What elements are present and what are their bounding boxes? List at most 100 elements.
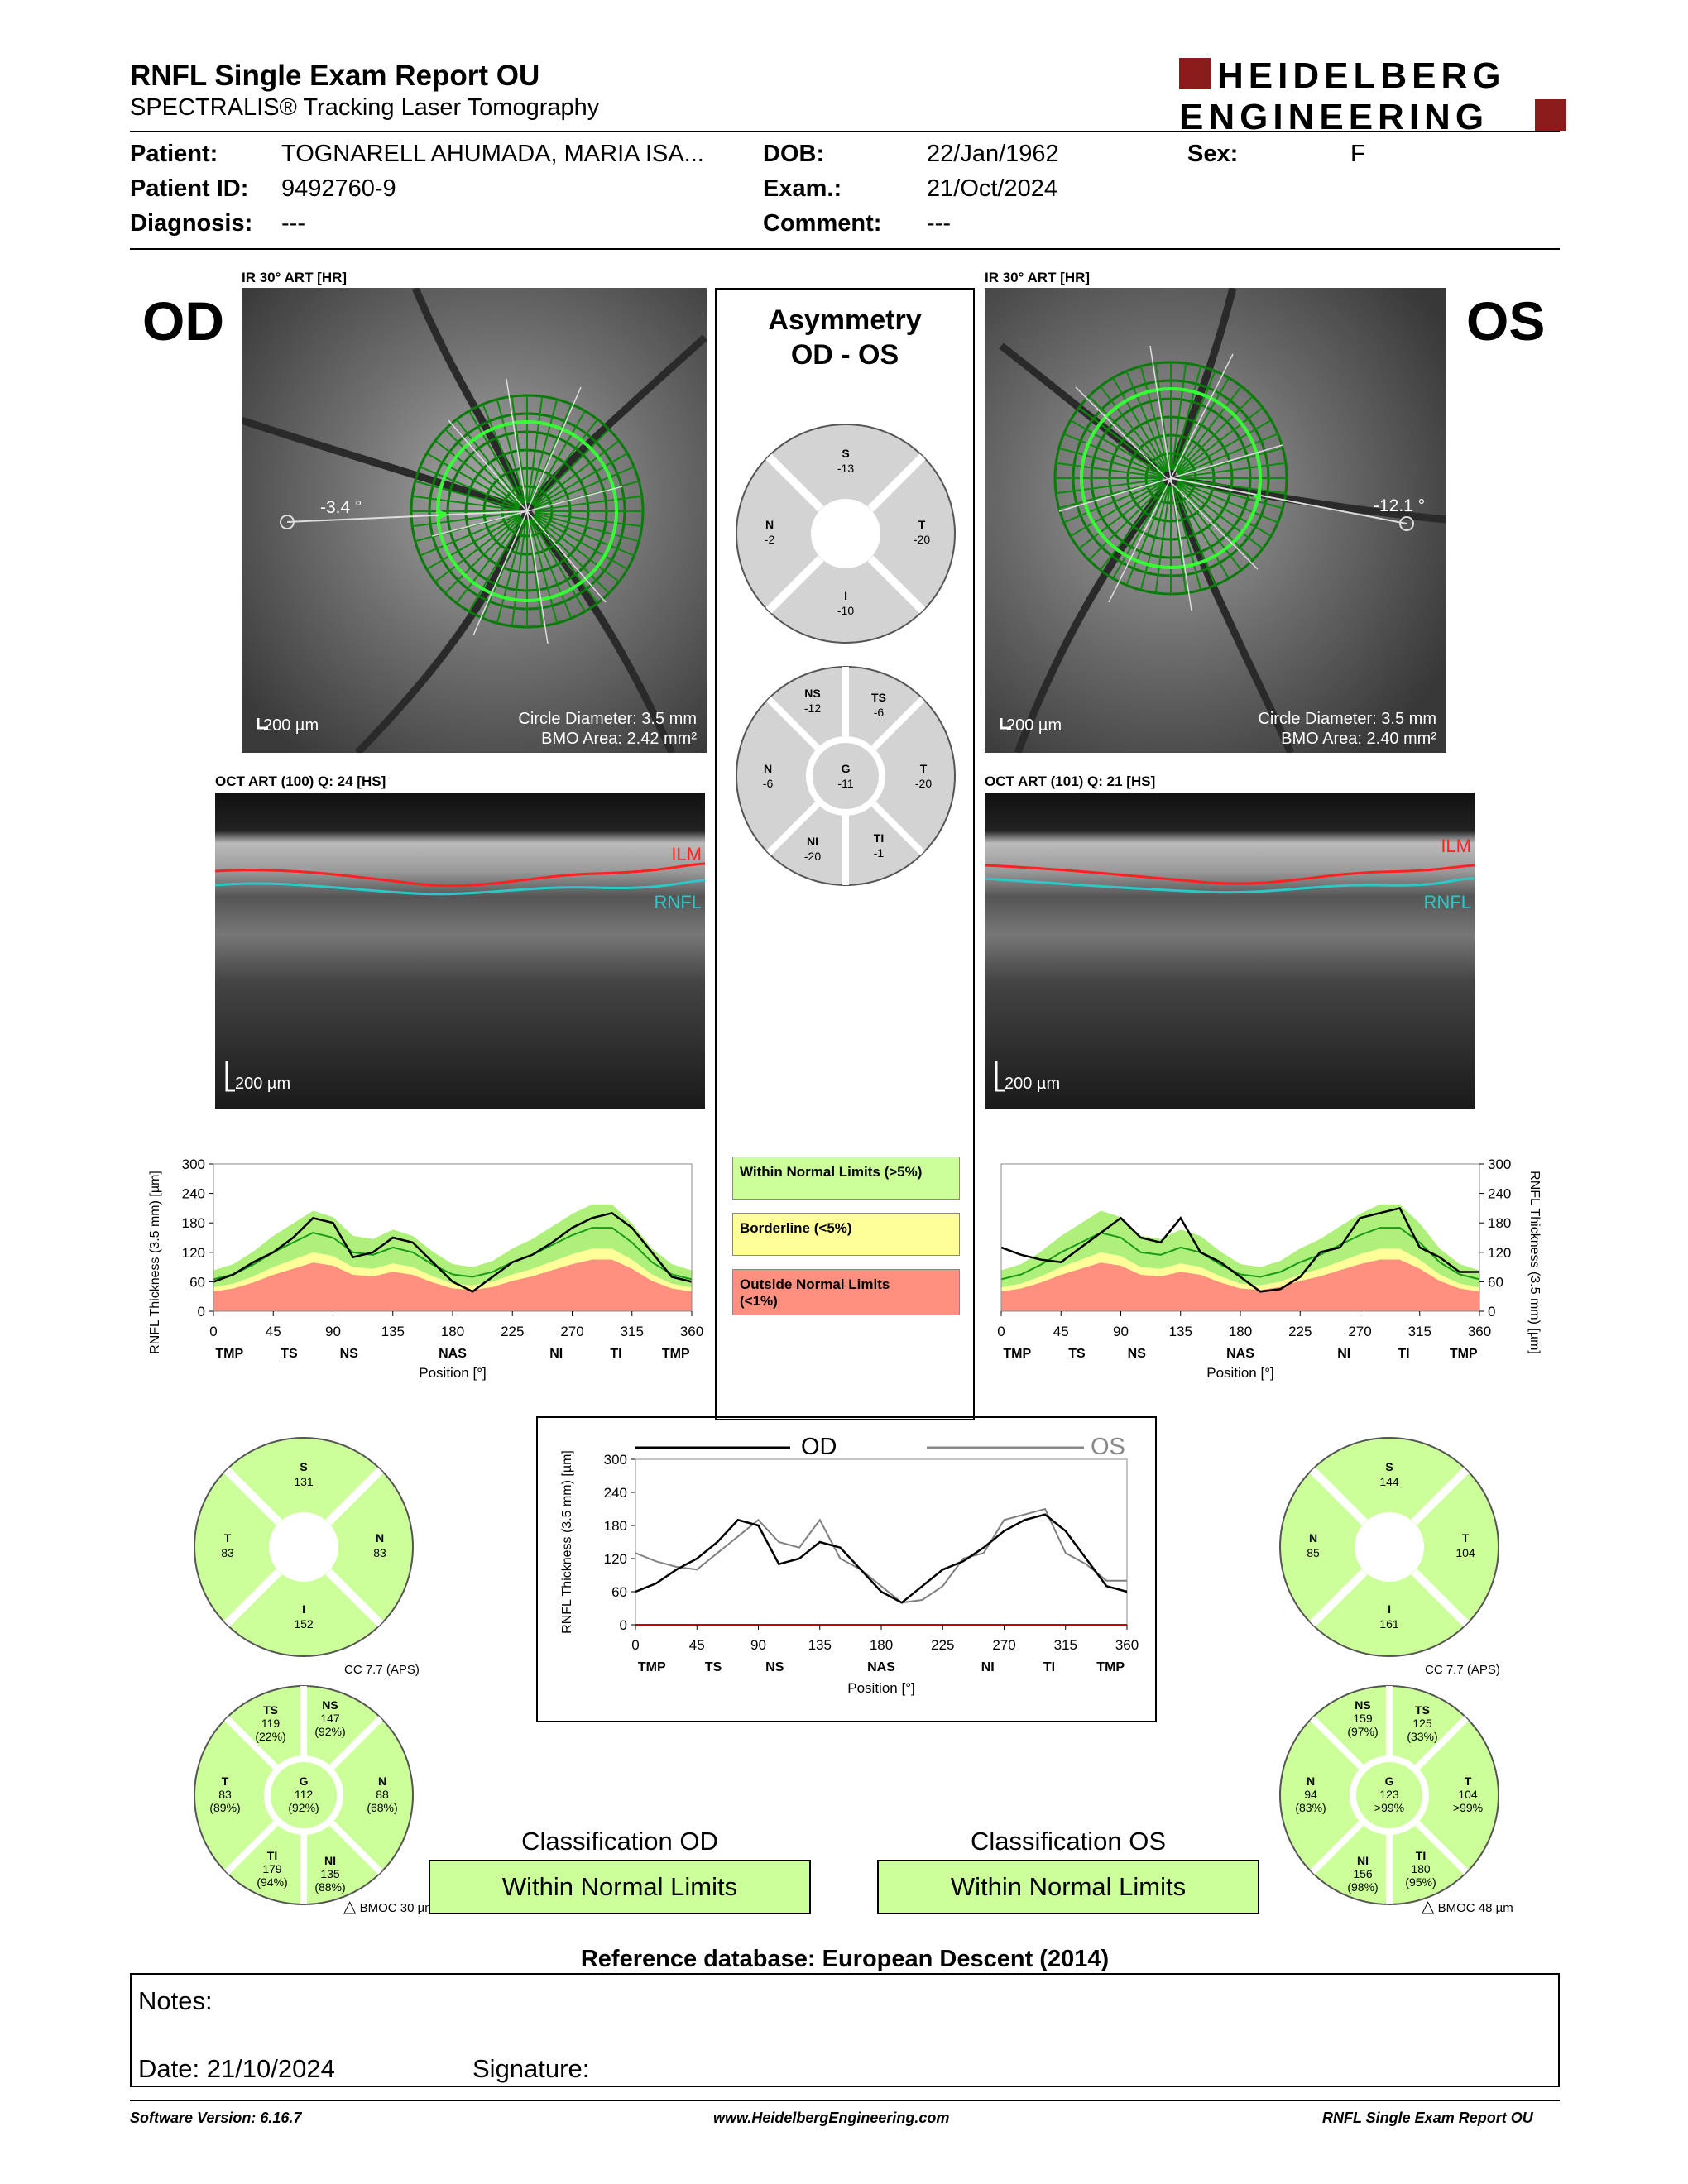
grid-spoke <box>426 453 520 508</box>
grid-spoke <box>496 519 526 624</box>
sector-label: NAS <box>439 1347 467 1361</box>
od6-t-pct: (89%) <box>209 1801 240 1814</box>
x-tick-label: 180 <box>1229 1324 1252 1339</box>
y-tick-label: 240 <box>604 1485 627 1501</box>
patient-id-value: 9492760-9 <box>281 175 396 202</box>
os4-i: I <box>1388 1602 1391 1616</box>
os6-ti-val: 180 <box>1411 1862 1431 1875</box>
os6-n: N <box>1307 1774 1315 1788</box>
sector-label: TI <box>1043 1660 1055 1674</box>
legend-normal: Within Normal Limits (>5%) <box>732 1157 960 1200</box>
asym6-t-val: -20 <box>915 777 932 790</box>
asym4-t: T <box>918 518 926 531</box>
y-tick-label: 240 <box>1488 1186 1511 1202</box>
x-axis-label: Position [°] <box>1206 1365 1273 1381</box>
os-oct-image: ILM RNFL 200 µm <box>985 793 1475 1109</box>
sector-label: TS <box>281 1347 298 1361</box>
band-borderline <box>213 1248 692 1292</box>
grid-spoke <box>1177 406 1264 474</box>
grid-spoke <box>426 515 520 570</box>
grid-spoke <box>1112 377 1168 472</box>
measured-line <box>213 1211 693 1293</box>
od6-ni-val: 135 <box>320 1867 340 1880</box>
y-tick-label: 0 <box>620 1617 627 1633</box>
y-tick-label: 120 <box>1488 1245 1511 1261</box>
od6-t: T <box>222 1774 229 1788</box>
sex-label: Sex: <box>1187 141 1239 167</box>
asym6-ns: NS <box>804 687 820 700</box>
grid-spoke <box>533 439 620 507</box>
comment-label: Comment: <box>763 210 882 237</box>
normal-median-line <box>213 1227 693 1281</box>
os6-n-pct: (83%) <box>1295 1801 1326 1814</box>
grid-spoke <box>1063 480 1164 524</box>
os-angle: -12.1 ° <box>1374 496 1425 515</box>
os4-t: T <box>1462 1531 1470 1545</box>
od-os-overlay-chart: 0 60 120 180 240 300 0 45 90 135 180 225 270 315 360 TM… <box>536 1416 1157 1722</box>
dob-value: 22/Jan/1962 <box>927 141 1059 167</box>
os-sectors4: S 144 N 85 T 104 I 161 <box>1278 1435 1501 1659</box>
os-circle-diameter: Circle Diameter: 3.5 mm <box>1258 710 1436 728</box>
os6-ni-val: 156 <box>1353 1867 1373 1880</box>
sector-label: TI <box>1398 1347 1409 1361</box>
x-tick-label: 45 <box>266 1324 281 1339</box>
x-axis-label: Position [°] <box>419 1365 486 1381</box>
sector-label: TMP <box>662 1347 690 1361</box>
diagnosis-value: --- <box>281 210 305 237</box>
x-tick-label: 0 <box>997 1324 1005 1339</box>
sector-label: TI <box>610 1347 621 1361</box>
od6-ni: NI <box>324 1854 336 1867</box>
footer-website[interactable]: www.HeidelbergEngineering.com <box>713 2110 950 2126</box>
sector-label: TMP <box>1096 1660 1125 1674</box>
grid-spoke <box>496 399 526 504</box>
asym4-n-val: -2 <box>765 533 775 546</box>
od-ir-image: -3.4 ° 200 µm Circle Diameter: 3.5 mm BM… <box>242 288 707 753</box>
delta-icon: △ <box>343 1898 357 1916</box>
y-axis-label: RNFL Thickness (3.5 mm) [µm] <box>560 1450 574 1634</box>
y-tick-label: 180 <box>1488 1215 1511 1231</box>
x-tick-label: 360 <box>1468 1324 1491 1339</box>
notes-box[interactable]: Notes: Date: 21/10/2024 Signature: <box>130 1973 1560 2087</box>
grid-spoke <box>527 396 544 504</box>
x-tick-label: 45 <box>689 1637 705 1653</box>
band-borderline <box>1001 1248 1479 1292</box>
legend-outside-line2: (<1%) <box>740 1293 778 1309</box>
od6-ts: TS <box>263 1703 278 1717</box>
x-tick-label: 315 <box>1408 1324 1431 1339</box>
patient-rule <box>130 248 1560 250</box>
x-tick-label: 315 <box>1054 1637 1077 1653</box>
x-tick-label: 0 <box>631 1637 639 1653</box>
grid-spoke <box>420 466 520 510</box>
grid-spoke <box>534 513 635 557</box>
x-tick-label: 180 <box>441 1324 464 1339</box>
od6-ti: TI <box>267 1849 277 1862</box>
os6-ni-pct: (98%) <box>1347 1880 1378 1894</box>
os6-ts: TS <box>1415 1703 1430 1717</box>
asym6-ni: NI <box>807 835 818 848</box>
grid-spoke <box>1099 484 1167 571</box>
delta-icon: △ <box>1422 1898 1435 1916</box>
grid-spoke <box>1099 386 1167 472</box>
sector-label: TMP <box>1450 1347 1478 1361</box>
grid-spoke <box>1176 483 1254 561</box>
sector-label: TS <box>705 1660 722 1674</box>
grid-spoke <box>1139 366 1170 471</box>
asymmetry-title: Asymmetry OD - OS <box>717 303 973 372</box>
grid-spoke <box>444 429 522 506</box>
y-tick-label: 60 <box>189 1274 205 1290</box>
os6-ti-pct: (95%) <box>1405 1875 1436 1889</box>
sector-label: TMP <box>638 1660 666 1674</box>
grid-spoke <box>528 519 559 624</box>
od6-g-val: 112 <box>295 1788 314 1801</box>
os6-n-val: 94 <box>1304 1788 1317 1801</box>
grid-spoke <box>1177 433 1278 477</box>
grid-spoke <box>1112 485 1168 579</box>
od6-ts-val: 119 <box>261 1717 281 1730</box>
grid-spoke <box>1171 363 1187 471</box>
sector-label: NI <box>549 1347 563 1361</box>
os6-ts-pct: (33%) <box>1407 1730 1437 1743</box>
sector-label: NI <box>1337 1347 1350 1361</box>
grid-spoke <box>1070 481 1164 537</box>
grid-spoke <box>1178 479 1283 510</box>
od4-n: N <box>376 1531 384 1545</box>
